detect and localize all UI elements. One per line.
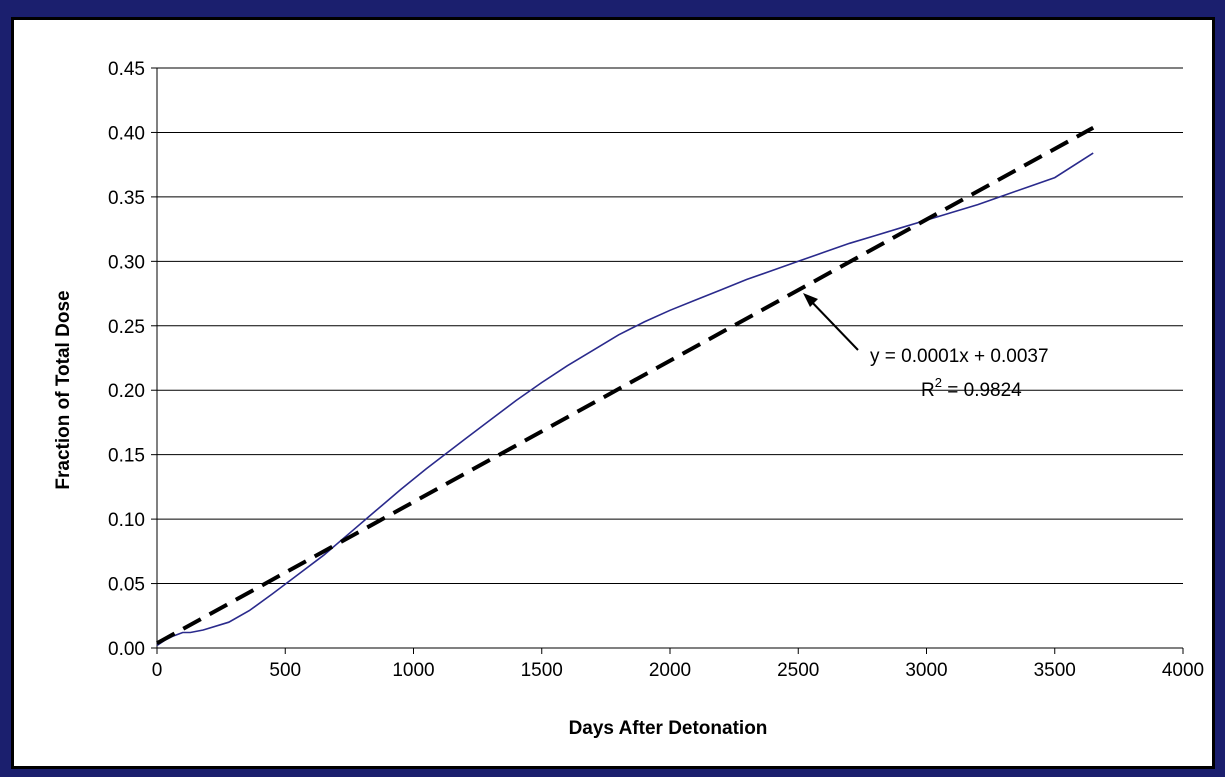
r-squared-value: = 0.9824 [942,380,1022,401]
trendline-equation: y = 0.0001x + 0.0037 [870,346,1049,367]
x-tick-label-8: 4000 [1162,660,1204,681]
y-tick-labels: 0.00 0.05 0.10 0.15 0.20 0.25 0.30 0.35 0.40 0.45 [108,59,145,660]
data-series-line [156,152,1094,647]
x-tick-label-2: 1000 [392,660,434,681]
y-tick-label-3: 0.15 [108,446,145,467]
x-tick-label-3: 1500 [521,660,563,681]
y-tick-label-8: 0.40 [108,123,145,144]
x-tick-labels: 0 500 1000 1500 2000 2500 3000 3500 4000 [152,660,1204,681]
r-squared-r: R [921,380,935,401]
x-tick-label-4: 2000 [649,660,691,681]
y-tick-label-4: 0.20 [108,381,145,402]
axes [151,67,1184,654]
y-tick-label-0: 0.00 [108,639,145,660]
x-tick-label-6: 3000 [905,660,947,681]
r-squared-superscript: 2 [935,375,942,390]
trendline-annotation: y = 0.0001x + 0.0037 R2 = 0.9824 [803,293,1049,401]
x-tick-label-0: 0 [152,660,163,681]
y-tick-label-9: 0.45 [108,59,145,80]
x-tick-label-1: 500 [269,660,301,681]
y-tick-label-7: 0.35 [108,188,145,209]
y-tick-label-1: 0.05 [108,575,145,596]
annotation-arrowhead [803,293,818,307]
r-squared-label: R2 = 0.9824 [921,375,1022,401]
x-tick-label-5: 2500 [777,660,819,681]
x-axis-title: Days After Detonation [569,718,768,739]
x-tick-label-7: 3500 [1034,660,1076,681]
y-tick-label-6: 0.30 [108,252,145,273]
y-tick-label-5: 0.25 [108,317,145,338]
annotation-arrow-line [807,297,859,351]
gridlines [157,67,1183,585]
y-tick-label-2: 0.10 [108,510,145,531]
series-group [156,125,1095,647]
y-axis-title: Fraction of Total Dose [53,290,74,489]
